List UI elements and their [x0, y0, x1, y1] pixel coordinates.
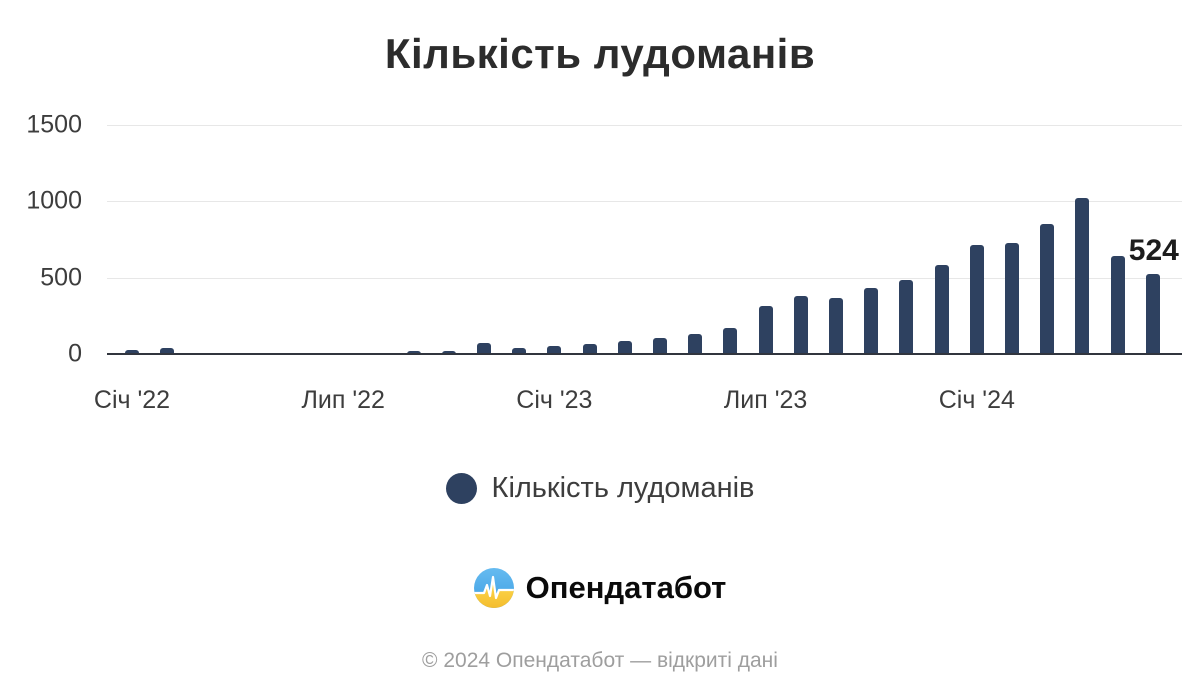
bar	[1005, 243, 1019, 354]
chart-title: Кількість лудоманів	[384, 30, 816, 77]
last-bar-value-label: 524	[1128, 234, 1179, 267]
bar	[829, 298, 843, 354]
bar-chart: 524 0 500 1000 1500 Січ '22 Лип '22 Січ '23 Лип…	[26, 110, 1182, 414]
bar	[1145, 274, 1160, 354]
bar	[864, 288, 879, 354]
x-tick-label: Січ '23	[516, 386, 593, 414]
plot-area	[107, 125, 1182, 354]
footer-copyright: © 2024 Опендатабот — відкриті дані	[422, 649, 778, 672]
y-tick-label: 1500	[26, 110, 82, 139]
gridline	[107, 125, 1182, 126]
x-tick-label: Лип '23	[723, 386, 808, 414]
legend-marker-circle-icon	[445, 473, 477, 504]
bar	[688, 334, 703, 354]
x-tick-label: Січ '22	[93, 386, 171, 414]
bar	[723, 328, 738, 354]
x-axis-line	[107, 353, 1182, 355]
opendatabot-pulse-icon	[473, 568, 514, 608]
bar	[653, 338, 667, 354]
gridline	[107, 201, 1182, 203]
bar	[512, 348, 527, 354]
bar	[1040, 224, 1055, 354]
bar	[617, 341, 632, 354]
brand-row: Опендатабот	[0, 568, 1200, 608]
bar	[1075, 198, 1090, 354]
bar	[793, 296, 808, 354]
bar	[1110, 256, 1125, 354]
x-tick-label: Січ '24	[938, 386, 1015, 414]
brand-name: Опендатабот	[525, 570, 727, 605]
bar	[477, 343, 491, 354]
bar	[441, 351, 456, 354]
y-tick-label: 500	[40, 263, 82, 292]
bar	[758, 306, 773, 354]
bar	[969, 245, 984, 354]
gridline	[107, 277, 1182, 279]
bar	[547, 346, 562, 354]
bar	[160, 348, 175, 354]
bar	[899, 280, 914, 354]
x-tick-label: Лип '22	[301, 386, 385, 414]
legend: Кількість лудоманів	[0, 472, 1200, 505]
legend-label: Кількість лудоманів	[491, 472, 755, 504]
bar	[582, 344, 597, 354]
bar	[406, 351, 421, 354]
y-tick-label: 1000	[26, 186, 82, 215]
y-tick-label: 0	[68, 339, 82, 368]
bar	[125, 350, 139, 354]
bar	[934, 265, 949, 354]
